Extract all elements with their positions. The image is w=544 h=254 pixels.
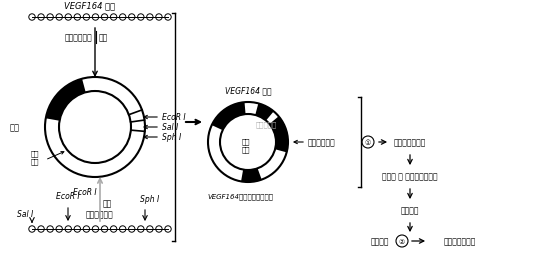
Text: Sal I: Sal I <box>162 123 178 132</box>
Text: 绿色荧光基因: 绿色荧光基因 <box>86 210 114 219</box>
Text: VEGF164 基因: VEGF164 基因 <box>225 86 271 95</box>
Text: EcoR I: EcoR I <box>56 192 80 201</box>
Text: ①: ① <box>365 139 371 146</box>
Wedge shape <box>212 103 245 131</box>
Text: 插入: 插入 <box>103 199 112 208</box>
Text: 经过重新组配: 经过重新组配 <box>64 33 92 42</box>
Text: Sph I: Sph I <box>162 133 181 142</box>
Text: 绿色荧光基因: 绿色荧光基因 <box>308 138 336 147</box>
Text: 插入: 插入 <box>99 33 108 42</box>
Text: 转基因克隆山羊: 转基因克隆山羊 <box>444 236 476 246</box>
Text: 早期胚胎: 早期胚胎 <box>371 236 390 246</box>
Text: 重组细胞: 重组细胞 <box>401 206 419 215</box>
Text: 复制
原点: 复制 原点 <box>242 138 250 152</box>
Text: 高考资源网: 高考资源网 <box>255 121 277 128</box>
Wedge shape <box>275 142 288 153</box>
Text: 复制
原点: 复制 原点 <box>31 150 39 164</box>
Text: Sal I: Sal I <box>17 210 33 219</box>
Text: 质粒: 质粒 <box>10 123 20 132</box>
Text: 胎儿成纤维细胞: 胎儿成纤维细胞 <box>394 138 426 147</box>
Wedge shape <box>241 169 262 182</box>
Text: 细胞核 ＋ 去核的卵母细胞: 细胞核 ＋ 去核的卵母细胞 <box>382 172 438 181</box>
Wedge shape <box>269 117 288 142</box>
Text: VEGF164 基因: VEGF164 基因 <box>64 1 115 10</box>
Text: Sph I: Sph I <box>140 195 159 204</box>
Wedge shape <box>255 104 274 121</box>
Text: VEGF164基因毛囊表达载体: VEGF164基因毛囊表达载体 <box>207 193 273 200</box>
Wedge shape <box>46 80 86 121</box>
Text: EcoR I: EcoR I <box>73 188 97 197</box>
Text: EcoR I: EcoR I <box>162 113 186 122</box>
Text: ②: ② <box>399 238 405 244</box>
